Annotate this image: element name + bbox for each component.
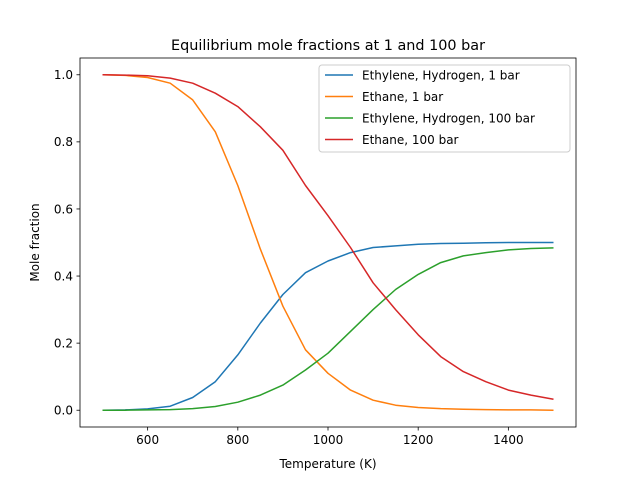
series-line-3 bbox=[102, 247, 554, 411]
legend-label-2: Ethane, 1 bar bbox=[362, 90, 443, 104]
series-line-1 bbox=[102, 241, 554, 411]
y-tick-label: 0.6 bbox=[54, 202, 73, 216]
x-tick-label: 1200 bbox=[403, 433, 434, 447]
legend-label-4: Ethane, 100 bar bbox=[362, 133, 459, 147]
legend-label-3: Ethylene, Hydrogen, 100 bar bbox=[362, 111, 535, 125]
legend-box bbox=[318, 64, 571, 153]
x-tick-label: 1400 bbox=[493, 433, 524, 447]
series-line-4 bbox=[102, 74, 554, 400]
x-axis-label: Temperature (K) bbox=[278, 457, 376, 471]
y-axis-ticks: 0.0 0.2 0.4 0.6 0.8 1.0 bbox=[54, 68, 80, 418]
y-tick-label: 0.8 bbox=[54, 135, 73, 149]
plot-lines bbox=[102, 74, 554, 411]
x-tick-label: 600 bbox=[136, 433, 159, 447]
y-tick-label: 0.4 bbox=[54, 269, 73, 283]
chart-title: Equilibrium mole fractions at 1 and 100 … bbox=[171, 38, 485, 54]
x-tick-label: 1000 bbox=[313, 433, 344, 447]
y-tick-label: 0.2 bbox=[54, 336, 73, 350]
legend: Ethylene, Hydrogen, 1 bar Ethane, 1 bar Et… bbox=[318, 64, 571, 153]
y-tick-label: 1.0 bbox=[54, 68, 73, 82]
y-axis-label: Mole fraction bbox=[28, 203, 42, 281]
x-axis-ticks: 600 800 1000 1200 1400 bbox=[136, 427, 524, 447]
y-tick-label: 0.0 bbox=[54, 404, 73, 418]
series-line-2 bbox=[102, 74, 554, 411]
x-tick-label: 800 bbox=[226, 433, 249, 447]
legend-label-1: Ethylene, Hydrogen, 1 bar bbox=[362, 68, 520, 82]
